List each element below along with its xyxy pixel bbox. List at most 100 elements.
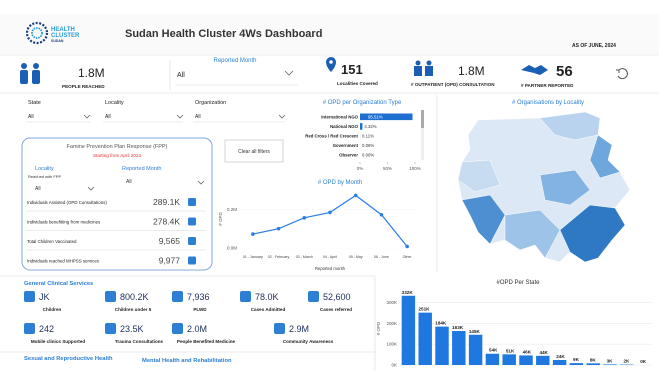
icon: [105, 291, 116, 302]
service-tiles: JK Children 800.2K Children under 5 7,936 PLW…: [24, 291, 352, 344]
bar: [435, 326, 449, 365]
icon: [415, 60, 421, 66]
y-tick-label: Government: [333, 143, 359, 148]
service-label: Mobile clinics Supported: [31, 339, 86, 344]
y-tick-label: Red Cross / Red Crescent: [305, 134, 358, 139]
logo-text: HEALTH: [51, 27, 75, 33]
fpp-row-value: 9,977: [159, 256, 181, 266]
icon: [329, 60, 333, 64]
bar: [468, 334, 483, 365]
service-label: Community Awareness: [283, 339, 334, 344]
x-tick-label: 05 - May: [349, 255, 363, 259]
month-slicer[interactable]: Reported Month All: [175, 58, 298, 86]
y-tick-label: National NGO: [330, 124, 359, 129]
bar: [536, 355, 550, 365]
data-label: 24K: [556, 354, 565, 359]
service-value: 2.0M: [187, 324, 207, 334]
filter-label: State: [28, 100, 41, 106]
icon: [274, 323, 285, 334]
slicer-value[interactable]: All: [126, 179, 132, 185]
icon: [32, 70, 40, 84]
fpp-row-label: Individuals benefitting from medicines: [27, 220, 101, 225]
bar: [360, 123, 363, 130]
service-value: 800.2K: [120, 292, 149, 302]
data-label: 3K: [607, 358, 614, 363]
service-label: Cases Admitted: [251, 307, 286, 312]
data-label: 0.11%: [362, 134, 374, 139]
x-tick-label: 02 - February: [268, 255, 290, 259]
y-tick-label: 0.2M: [227, 207, 237, 212]
point: [353, 193, 358, 198]
data-label: 145K: [469, 329, 481, 334]
icon: [425, 66, 433, 76]
clear-filters-button[interactable]: [224, 139, 284, 163]
data-label: 54K: [489, 348, 498, 353]
kpi-opd: 1.8M # OUTPATIENT (OPD) CONSULTATION: [411, 60, 495, 87]
data-label: 251K: [418, 307, 430, 312]
data-label: 46K: [523, 349, 532, 354]
chevron[interactable]: [278, 114, 286, 119]
data-label: 0.00%: [362, 153, 374, 158]
data-label: 51K: [506, 348, 515, 353]
map-region: [504, 209, 561, 259]
data-label: 44K: [539, 350, 548, 355]
icon: [172, 291, 183, 302]
filter-value[interactable]: All: [28, 114, 34, 120]
map-region: [589, 134, 621, 179]
filter-value[interactable]: All: [195, 114, 201, 120]
point: [302, 216, 307, 220]
data-label: 163K: [452, 325, 464, 330]
fpp-row-label: Total Children Vaccinated: [27, 239, 77, 244]
data-label: 0.06%: [362, 143, 374, 148]
chevron[interactable]: [197, 180, 205, 185]
bar: [603, 364, 617, 365]
chevron[interactable]: [176, 114, 184, 119]
scrollbar[interactable]: [421, 110, 424, 160]
chevron[interactable]: [87, 186, 95, 191]
kpi-value: 151: [341, 62, 363, 77]
y-axis-label: # OPD: [218, 212, 223, 226]
icon: [24, 291, 35, 302]
icon: [20, 70, 28, 84]
service-label: Trauma Consultations: [115, 339, 164, 344]
x-tick-label: Other: [403, 255, 413, 259]
dashboard-title: Sudan Health Cluster 4Ws Dashboard: [125, 28, 322, 40]
icon: [21, 63, 27, 69]
section-title: General Clinical Services: [24, 281, 93, 287]
filter-label: Organization: [195, 100, 226, 106]
data-label: 2K: [623, 359, 630, 364]
slicer-sub: Reached with FPP: [28, 174, 61, 179]
point: [379, 212, 384, 217]
icon: [426, 60, 432, 66]
scrollbar-thumb[interactable]: [421, 110, 424, 128]
map-region: [539, 169, 591, 206]
map-region: [457, 159, 501, 193]
filter-value[interactable]: All: [105, 114, 111, 120]
slicer-value[interactable]: All: [35, 186, 41, 192]
section-title: Mental Health and Rehabilitation: [142, 358, 232, 364]
filters: State All Locality All Organization All: [26, 100, 286, 123]
slicer-label: Reported Month: [122, 166, 161, 172]
point: [251, 232, 255, 236]
kpi-localities: 151 Localities Covered: [326, 57, 378, 86]
service-value: 78.0K: [255, 292, 279, 302]
chart-title: # OPD per Organization Type: [323, 100, 402, 106]
fpp-row-label: Individuals reached MHPSS services: [27, 259, 100, 264]
fpp-title: Famine Prevention Plan Response (FPP): [67, 144, 168, 150]
fpp-row-label: Individuals Assisted (OPD Consultations): [27, 200, 107, 205]
map-region: [559, 204, 626, 263]
header-band: [0, 14, 659, 54]
icon: [33, 63, 39, 69]
slicer-label: Locality: [35, 166, 54, 172]
data-label: 8K: [590, 357, 597, 362]
icon: [188, 198, 196, 206]
chevron[interactable]: [83, 114, 91, 119]
section-title: Sexual and Reproductive Health: [24, 356, 113, 362]
icon: [105, 323, 116, 334]
reset-icon[interactable]: [616, 68, 628, 80]
service-value: 2.9M: [289, 324, 309, 334]
icon: [308, 291, 319, 302]
x-tick-label: 06 - June: [374, 255, 389, 259]
icon: [521, 65, 548, 75]
